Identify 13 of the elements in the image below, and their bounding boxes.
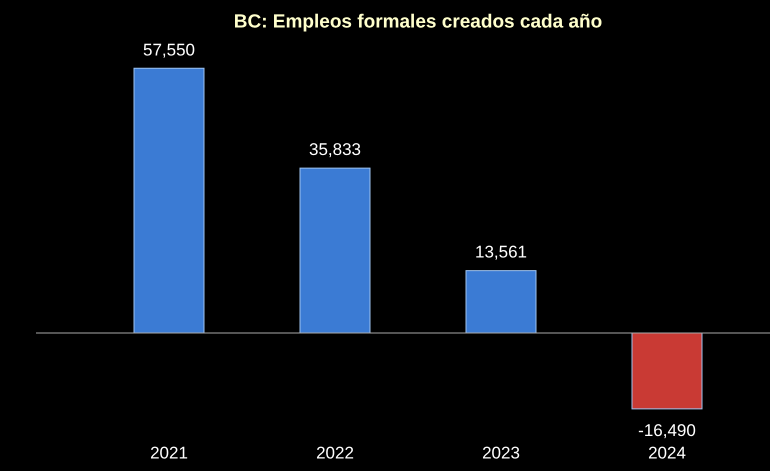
x-tick-label: 2022 xyxy=(316,444,354,462)
data-label: 13,561 xyxy=(475,242,527,262)
bar xyxy=(134,68,204,334)
data-label: 57,550 xyxy=(143,40,195,60)
x-tick-label: 2023 xyxy=(482,444,520,462)
data-label: 35,833 xyxy=(309,140,361,160)
x-tick-label: 2021 xyxy=(150,444,188,462)
data-label: -16,490 xyxy=(638,420,696,440)
bar xyxy=(300,168,370,334)
bar xyxy=(632,332,702,410)
chart-title: BC: Empleos formales creados cada año xyxy=(234,11,602,32)
bar xyxy=(466,270,536,334)
x-tick-label: 2024 xyxy=(648,444,686,462)
